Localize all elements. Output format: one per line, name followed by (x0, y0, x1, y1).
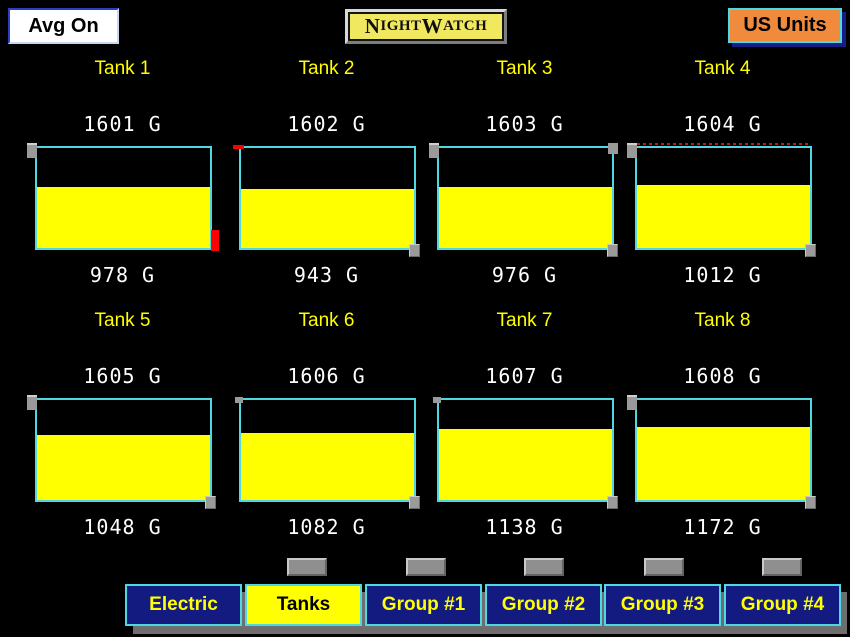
tank-level-gauge (627, 143, 816, 257)
tank-name: Tank 2 (298, 58, 355, 79)
gray-handle-top-left-marker (27, 395, 37, 410)
tank-level-label: 1012 G (683, 263, 762, 287)
gray-square-bottom-right-marker (409, 496, 420, 509)
tank-fill (439, 187, 612, 248)
gray-handle-top-left-marker (627, 395, 637, 410)
tank-capacity-label: 1602 G (287, 112, 366, 136)
gray-square-bottom-right-marker (607, 496, 618, 509)
tank-level-gauge (429, 143, 618, 257)
tank-name: Tank 8 (694, 310, 751, 331)
logo-text-cap2: W (421, 14, 444, 38)
nav-indicator (644, 558, 684, 576)
tank-name: Tank 1 (94, 58, 151, 79)
gray-square-bottom-right-marker (805, 496, 816, 509)
tank-level-gauge (27, 143, 219, 251)
tank-level-label: 1082 G (287, 515, 366, 539)
gray-square-top-right-marker (608, 143, 618, 154)
nav-indicator (287, 558, 327, 576)
gray-handle-top-left-marker (429, 143, 439, 158)
nightwatch-logo: N IGHT W ATCH (342, 6, 510, 47)
tank-fill (241, 432, 414, 500)
tank-5-cell: Tank 5 1605 G 1048 G (27, 310, 216, 545)
gray-handle-top-left-marker (627, 143, 637, 158)
tank-3-cell: Tank 3 1603 G 976 G (429, 58, 618, 293)
us-units-button[interactable]: US Units (728, 8, 842, 43)
tank-capacity-label: 1606 G (287, 364, 366, 388)
tank-level-gauge (233, 145, 420, 257)
nav-button-electric[interactable]: Electric (125, 584, 242, 626)
tank-level-label: 976 G (491, 263, 558, 287)
tank-7-cell: Tank 7 1607 G 1138 G (433, 310, 618, 545)
tank-level-label: 1138 G (485, 515, 564, 539)
nav-button-group-2[interactable]: Group #2 (485, 584, 602, 626)
tank-fill (637, 427, 810, 500)
logo-text: N IGHT W ATCH (348, 12, 504, 41)
nav-button-group-3[interactable]: Group #3 (604, 584, 721, 626)
tank-fill (637, 184, 810, 248)
tank-8-cell: Tank 8 1608 G 1172 G (627, 310, 816, 545)
tank-2-cell: Tank 2 1602 G 943 G (233, 58, 420, 293)
tank-1-cell: Tank 1 1601 G 978 G (27, 58, 219, 293)
tank-level-label: 978 G (89, 263, 156, 287)
avg-on-button[interactable]: Avg On (8, 8, 119, 44)
tank-capacity-label: 1601 G (83, 112, 162, 136)
gray-handle-top-left-marker (27, 143, 37, 158)
tank-name: Tank 5 (94, 310, 151, 331)
gray-square-bottom-right-marker (607, 244, 618, 257)
gray-tick-top-left-marker (235, 397, 243, 403)
logo-bevel-frame: N IGHT W ATCH (345, 9, 507, 44)
tank-level-gauge (27, 395, 216, 509)
tank-capacity-label: 1604 G (683, 112, 762, 136)
tank-level-label: 1172 G (683, 515, 762, 539)
tank-fill (439, 429, 612, 500)
tank-level-gauge (235, 397, 420, 509)
tank-fill (37, 186, 210, 248)
tank-capacity-label: 1607 G (485, 364, 564, 388)
tank-level-label: 943 G (293, 263, 360, 287)
red-tick-top-left-marker (233, 145, 244, 149)
nav-button-tanks[interactable]: Tanks (245, 584, 362, 626)
nav-indicator (406, 558, 446, 576)
tank-level-gauge (433, 397, 618, 509)
tank-capacity-label: 1603 G (485, 112, 564, 136)
tank-level-gauge (627, 395, 816, 509)
nav-indicator (524, 558, 564, 576)
logo-text-rest2: ATCH (443, 18, 488, 34)
gray-square-bottom-right-marker (805, 244, 816, 257)
nav-button-group-1[interactable]: Group #1 (365, 584, 482, 626)
tank-6-cell: Tank 6 1606 G 1082 G (235, 310, 420, 545)
gray-square-bottom-right-marker (205, 496, 216, 509)
red-bar-bottom-right-marker (211, 230, 219, 251)
logo-text-cap1: N (364, 14, 381, 38)
gray-tick-top-left-marker (433, 397, 441, 403)
red-dash-top-marker (637, 143, 810, 145)
nav-button-group-4[interactable]: Group #4 (724, 584, 841, 626)
tank-fill (37, 434, 210, 500)
tank-name: Tank 4 (694, 58, 751, 79)
tank-name: Tank 3 (496, 58, 553, 79)
tank-name: Tank 6 (298, 310, 355, 331)
tank-4-cell: Tank 4 1604 G 1012 G (627, 58, 816, 293)
tank-name: Tank 7 (496, 310, 553, 331)
tank-fill (241, 189, 414, 248)
tank-capacity-label: 1605 G (83, 364, 162, 388)
gray-square-bottom-right-marker (409, 244, 420, 257)
nav-indicator (762, 558, 802, 576)
tank-capacity-label: 1608 G (683, 364, 762, 388)
tank-level-label: 1048 G (83, 515, 162, 539)
logo-text-rest1: IGHT (380, 18, 422, 34)
